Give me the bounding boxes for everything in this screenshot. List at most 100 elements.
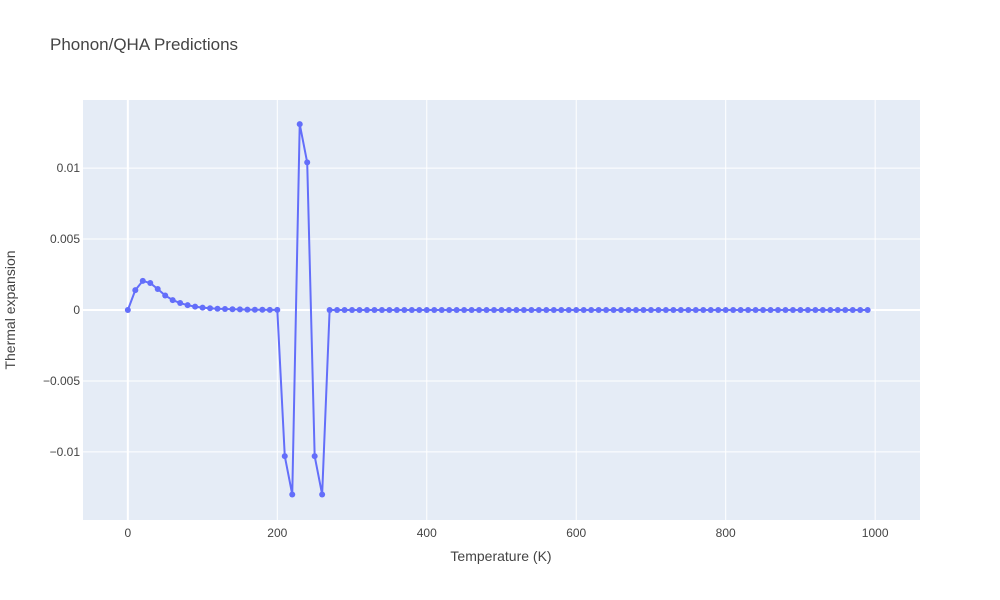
data-point[interactable] bbox=[857, 307, 864, 313]
data-point[interactable] bbox=[259, 306, 266, 313]
data-point[interactable] bbox=[588, 307, 595, 313]
data-point[interactable] bbox=[438, 307, 445, 313]
data-point[interactable] bbox=[842, 307, 849, 313]
data-point[interactable] bbox=[827, 307, 834, 313]
data-point[interactable] bbox=[491, 307, 498, 313]
data-point[interactable] bbox=[797, 307, 804, 313]
data-point[interactable] bbox=[775, 307, 782, 313]
data-point[interactable] bbox=[289, 491, 296, 498]
data-point[interactable] bbox=[849, 307, 856, 313]
data-point[interactable] bbox=[677, 307, 684, 313]
data-point[interactable] bbox=[707, 307, 714, 313]
data-point[interactable] bbox=[184, 302, 191, 309]
data-point[interactable] bbox=[468, 307, 475, 313]
data-point[interactable] bbox=[618, 307, 625, 313]
data-point[interactable] bbox=[767, 307, 774, 313]
data-point[interactable] bbox=[214, 305, 221, 312]
data-point[interactable] bbox=[565, 307, 572, 313]
data-point[interactable] bbox=[423, 307, 430, 313]
data-point[interactable] bbox=[453, 307, 460, 313]
data-point[interactable] bbox=[244, 306, 251, 313]
data-point[interactable] bbox=[139, 277, 146, 284]
data-point[interactable] bbox=[505, 307, 512, 313]
data-point[interactable] bbox=[446, 307, 453, 313]
data-point[interactable] bbox=[274, 306, 281, 313]
data-point[interactable] bbox=[229, 306, 236, 313]
data-point[interactable] bbox=[132, 287, 139, 294]
data-point[interactable] bbox=[363, 307, 370, 313]
data-point[interactable] bbox=[416, 307, 423, 313]
data-point[interactable] bbox=[461, 307, 468, 313]
data-point[interactable] bbox=[647, 307, 654, 313]
data-point[interactable] bbox=[662, 307, 669, 313]
data-point[interactable] bbox=[356, 307, 363, 313]
data-point[interactable] bbox=[804, 307, 811, 313]
data-point[interactable] bbox=[700, 307, 707, 313]
data-point[interactable] bbox=[483, 307, 490, 313]
data-point[interactable] bbox=[334, 307, 341, 313]
data-point[interactable] bbox=[177, 300, 184, 307]
data-point[interactable] bbox=[251, 306, 258, 313]
data-point[interactable] bbox=[610, 307, 617, 313]
data-point[interactable] bbox=[147, 280, 154, 287]
data-point[interactable] bbox=[655, 307, 662, 313]
data-point[interactable] bbox=[603, 307, 610, 313]
data-point[interactable] bbox=[715, 307, 722, 313]
data-point[interactable] bbox=[207, 305, 214, 312]
data-point[interactable] bbox=[760, 307, 767, 313]
data-point[interactable] bbox=[304, 159, 311, 166]
data-point[interactable] bbox=[595, 307, 602, 313]
data-point[interactable] bbox=[281, 453, 288, 460]
data-point[interactable] bbox=[221, 306, 228, 313]
data-point[interactable] bbox=[192, 303, 199, 310]
data-point[interactable] bbox=[670, 307, 677, 313]
data-point[interactable] bbox=[236, 306, 243, 313]
data-point[interactable] bbox=[543, 307, 550, 313]
data-point[interactable] bbox=[722, 307, 729, 313]
data-point[interactable] bbox=[834, 307, 841, 313]
data-point[interactable] bbox=[326, 307, 333, 313]
data-point[interactable] bbox=[812, 307, 819, 313]
data-point[interactable] bbox=[752, 307, 759, 313]
data-point[interactable] bbox=[558, 307, 565, 313]
data-point[interactable] bbox=[319, 491, 326, 498]
data-point[interactable] bbox=[737, 307, 744, 313]
data-point[interactable] bbox=[745, 307, 752, 313]
data-point[interactable] bbox=[431, 307, 438, 313]
data-point[interactable] bbox=[692, 307, 699, 313]
data-point[interactable] bbox=[685, 307, 692, 313]
data-point[interactable] bbox=[864, 307, 871, 313]
data-point[interactable] bbox=[378, 307, 385, 313]
data-point[interactable] bbox=[154, 286, 161, 292]
data-point[interactable] bbox=[162, 292, 169, 299]
data-point[interactable] bbox=[311, 453, 318, 460]
data-point[interactable] bbox=[341, 307, 348, 313]
data-point[interactable] bbox=[296, 121, 303, 128]
data-point[interactable] bbox=[349, 307, 356, 313]
data-point[interactable] bbox=[476, 307, 483, 313]
data-point[interactable] bbox=[169, 297, 176, 304]
data-point[interactable] bbox=[535, 307, 542, 313]
data-point[interactable] bbox=[513, 307, 520, 313]
data-point[interactable] bbox=[393, 307, 400, 313]
data-point[interactable] bbox=[782, 307, 789, 313]
data-point[interactable] bbox=[573, 307, 580, 313]
data-point[interactable] bbox=[498, 307, 505, 313]
data-point[interactable] bbox=[386, 307, 393, 313]
data-point[interactable] bbox=[819, 307, 826, 313]
data-point[interactable] bbox=[789, 307, 796, 313]
data-point[interactable] bbox=[580, 307, 587, 313]
data-point[interactable] bbox=[550, 307, 557, 313]
data-point[interactable] bbox=[633, 307, 640, 313]
data-point[interactable] bbox=[640, 307, 647, 313]
data-point[interactable] bbox=[401, 307, 408, 313]
data-point[interactable] bbox=[730, 307, 737, 313]
data-point[interactable] bbox=[199, 304, 206, 311]
data-point[interactable] bbox=[266, 306, 273, 313]
data-point[interactable] bbox=[408, 307, 415, 313]
data-point[interactable] bbox=[371, 307, 378, 313]
data-point[interactable] bbox=[528, 307, 535, 313]
data-point[interactable] bbox=[124, 307, 131, 313]
data-point[interactable] bbox=[520, 307, 527, 313]
data-point[interactable] bbox=[625, 307, 632, 313]
